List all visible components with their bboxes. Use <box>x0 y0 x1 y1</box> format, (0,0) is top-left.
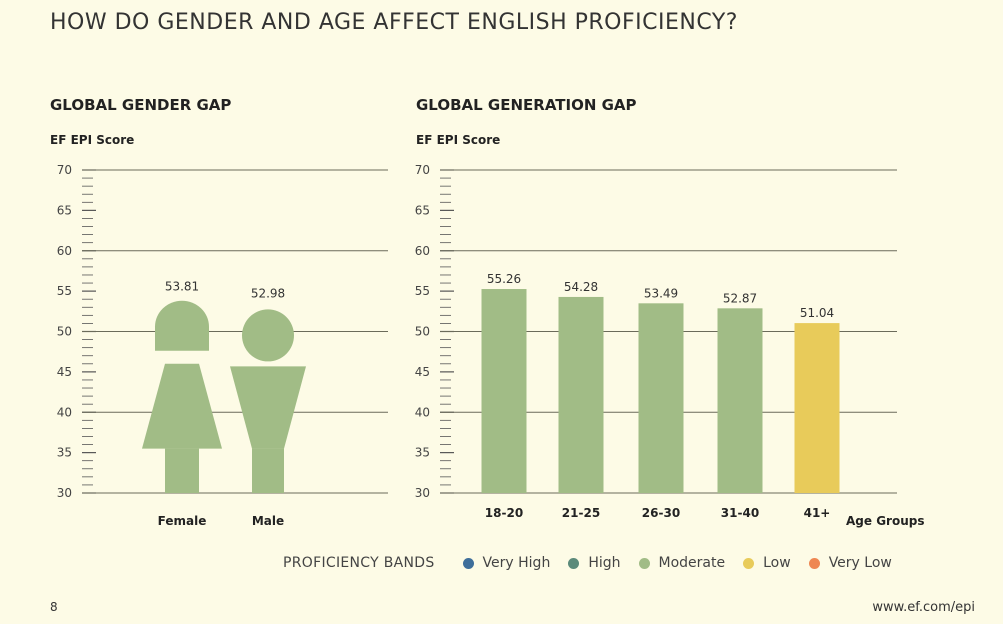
gender-y-axis-title: EF EPI Score <box>50 133 135 147</box>
y-tick-label: 35 <box>57 446 72 460</box>
legend-item-very-low: Very Low <box>808 555 892 571</box>
bar <box>638 303 684 493</box>
legend-dot-very-high <box>462 557 474 569</box>
male-legs <box>252 448 284 493</box>
y-tick-label: 55 <box>57 284 72 298</box>
male-torso <box>230 366 306 449</box>
female-legs <box>165 448 199 493</box>
proficiency-legend: PROFICIENCY BANDS Very High High Moderat… <box>283 555 910 571</box>
page-title: HOW DO GENDER AND AGE AFFECT ENGLISH PRO… <box>50 10 738 35</box>
legend-label-very-low: Very Low <box>828 555 892 571</box>
y-tick-label: 35 <box>415 446 430 460</box>
bar <box>558 296 604 493</box>
bar <box>794 323 840 493</box>
generation-chart-title: GLOBAL GENERATION GAP <box>416 96 637 114</box>
female-figure-icon <box>142 300 222 493</box>
bar <box>481 289 527 493</box>
legend-dot-high <box>568 557 580 569</box>
male-head <box>242 309 294 362</box>
y-tick-label: 50 <box>415 325 430 339</box>
y-tick-label: 65 <box>57 203 72 217</box>
legend-label-high: High <box>588 555 621 571</box>
legend-title: PROFICIENCY BANDS <box>283 555 435 571</box>
x-tick-label: 18-20 <box>485 506 523 520</box>
y-tick-label: 60 <box>57 244 72 258</box>
legend-dot-low <box>743 557 755 569</box>
gender-chart-title: GLOBAL GENDER GAP <box>50 96 232 114</box>
y-tick-label: 70 <box>57 163 72 177</box>
y-tick-label: 55 <box>415 284 430 298</box>
y-tick-label: 65 <box>415 203 430 217</box>
x-axis-title: Age Groups <box>846 514 924 528</box>
x-tick-label: 31-40 <box>721 506 759 520</box>
x-tick-label: Female <box>158 514 207 528</box>
data-label: 52.87 <box>723 291 757 305</box>
website-url[interactable]: www.ef.com/epi <box>872 600 975 615</box>
y-tick-label: 45 <box>415 365 430 379</box>
legend-item-moderate: Moderate <box>638 555 726 571</box>
data-label: 55.26 <box>487 272 521 286</box>
y-tick-label: 45 <box>57 365 72 379</box>
data-label: 53.81 <box>165 280 199 294</box>
x-tick-label: 21-25 <box>562 506 600 520</box>
legend-label-moderate: Moderate <box>658 555 726 571</box>
generation-y-axis-title: EF EPI Score <box>416 133 501 147</box>
legend-dot-moderate <box>638 557 650 569</box>
legend-item-high: High <box>568 555 621 571</box>
data-label: 51.04 <box>800 306 834 320</box>
legend-dot-very-low <box>808 557 820 569</box>
y-tick-label: 30 <box>57 486 72 500</box>
bar <box>717 308 763 493</box>
x-tick-label: 26-30 <box>642 506 680 520</box>
data-label: 53.49 <box>644 286 678 300</box>
page-number: 8 <box>50 600 58 614</box>
female-head <box>155 300 209 351</box>
y-tick-label: 30 <box>415 486 430 500</box>
y-tick-label: 40 <box>415 405 430 419</box>
legend-label-very-high: Very High <box>482 555 551 571</box>
legend-item-very-high: Very High <box>462 555 551 571</box>
y-tick-label: 70 <box>415 163 430 177</box>
x-tick-label: Male <box>252 514 284 528</box>
legend-item-low: Low <box>743 555 791 571</box>
data-label: 52.98 <box>251 286 285 300</box>
female-dress <box>142 363 222 449</box>
x-tick-label: 41+ <box>804 506 831 520</box>
data-label: 54.28 <box>564 280 598 294</box>
y-tick-label: 40 <box>57 405 72 419</box>
male-figure-icon <box>230 309 306 493</box>
legend-label-low: Low <box>763 555 791 571</box>
y-tick-label: 50 <box>57 325 72 339</box>
y-tick-label: 60 <box>415 244 430 258</box>
